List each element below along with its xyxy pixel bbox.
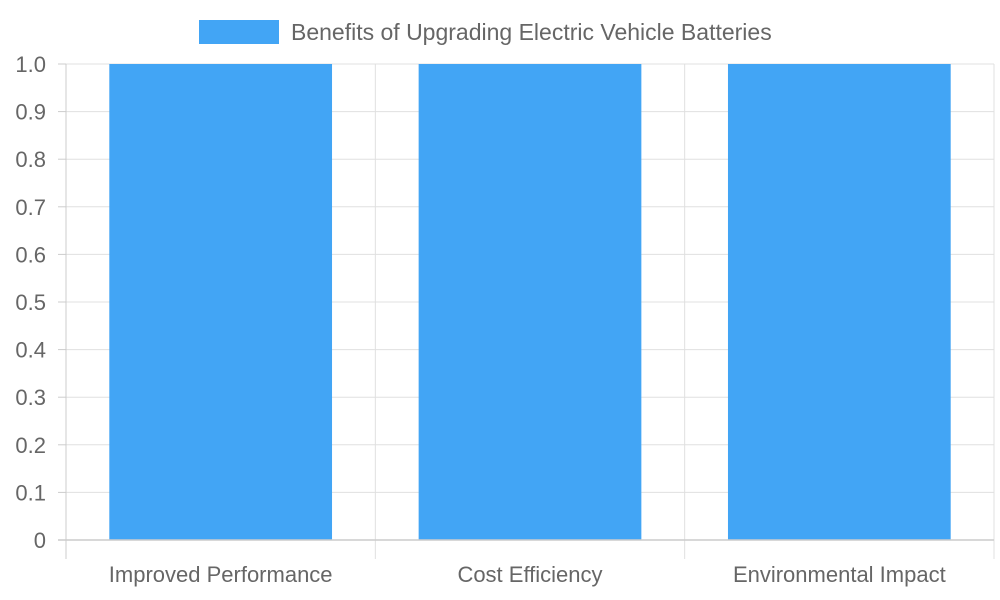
y-tick-label: 0.4: [15, 338, 46, 363]
y-tick-label: 0.1: [15, 480, 46, 505]
axes: [58, 63, 994, 559]
y-tick-label: 0.9: [15, 100, 46, 125]
x-tick-label: Cost Efficiency: [457, 562, 602, 587]
y-tick-label: 0.2: [15, 433, 46, 458]
bar[interactable]: [109, 64, 333, 540]
bar[interactable]: [418, 64, 642, 540]
legend-swatch: [199, 20, 279, 44]
y-axis-ticks: 0 0.1 0.2 0.3 0.4 0.5 0.6 0.7 0.8 0.9 1.0: [15, 52, 46, 553]
x-tick-label: Improved Performance: [109, 562, 333, 587]
y-tick-label: 1.0: [15, 52, 46, 77]
bars: [109, 64, 951, 540]
y-tick-label: 0: [34, 528, 46, 553]
legend-label: Benefits of Upgrading Electric Vehicle B…: [291, 19, 772, 45]
y-tick-label: 0.6: [15, 242, 46, 267]
legend[interactable]: Benefits of Upgrading Electric Vehicle B…: [199, 19, 772, 45]
y-tick-label: 0.7: [15, 195, 46, 220]
y-tick-label: 0.3: [15, 385, 46, 410]
bar[interactable]: [727, 64, 951, 540]
y-tick-label: 0.5: [15, 290, 46, 315]
y-tick-label: 0.8: [15, 147, 46, 172]
x-axis-ticks: Improved Performance Cost Efficiency Envir…: [109, 562, 946, 587]
x-tick-label: Environmental Impact: [733, 562, 946, 587]
